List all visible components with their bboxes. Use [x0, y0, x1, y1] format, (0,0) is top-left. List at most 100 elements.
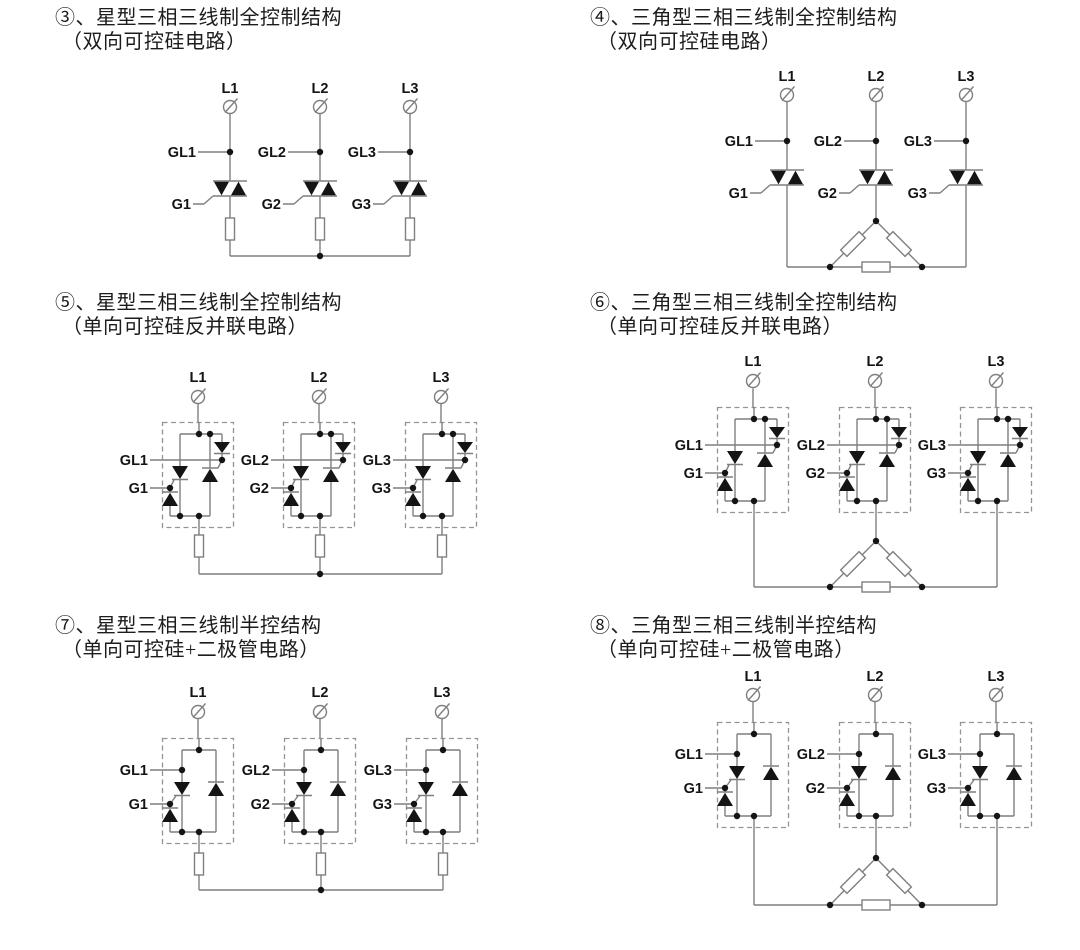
gate-ref-label: GL1 — [675, 747, 703, 763]
line-label: L2 — [868, 69, 885, 85]
panel5-title: ⑤、星型三相三线制全控制结构 — [55, 292, 342, 314]
line-terminal-icon — [433, 387, 450, 405]
gate-ref-label: GL2 — [258, 145, 286, 161]
line-label: L1 — [745, 669, 762, 685]
line-label: L3 — [988, 354, 1005, 370]
line-label: L1 — [190, 685, 207, 701]
load-resistor — [314, 534, 326, 558]
load-resistor — [839, 550, 867, 578]
line-label: L2 — [312, 685, 329, 701]
load-resistor — [861, 899, 891, 911]
scr-antiparallel-module — [960, 407, 1032, 513]
gate-ref-label: GL3 — [364, 763, 392, 779]
line-label: L3 — [433, 370, 450, 386]
circuit-8-delta-scr-diode: L1 L2 L3 GL1 GL2 GL3 G1 G2 G3 — [675, 669, 1032, 911]
gate-label: G1 — [129, 797, 148, 813]
gate-ref-label: GL3 — [363, 453, 391, 469]
line-label: L3 — [958, 69, 975, 85]
star-node — [316, 252, 324, 260]
gate-ref-label: GL2 — [797, 438, 825, 454]
line-terminal-icon — [988, 685, 1005, 703]
gate-ref-label: GL1 — [725, 134, 753, 150]
load-resistor — [315, 852, 327, 876]
line-terminal-icon — [311, 387, 328, 405]
line-label: L1 — [190, 370, 207, 386]
gate-ref-label: GL1 — [120, 453, 148, 469]
load-resistor — [224, 217, 236, 241]
gate-label: G3 — [927, 466, 946, 482]
line-terminal-icon — [958, 85, 975, 103]
scr-diode-module — [960, 722, 1032, 828]
scr-diode-module — [839, 722, 911, 828]
line-terminal-icon — [312, 97, 329, 115]
load-resistor — [885, 867, 913, 895]
circuit-6-delta-scr-antiparallel: L1 L2 L3 GL1 GL2 GL3 G1 G2 G3 — [675, 354, 1032, 593]
gate-ref-label: GL3 — [348, 145, 376, 161]
load-resistor — [839, 867, 867, 895]
gate-ref-label: GL2 — [814, 134, 842, 150]
gate-label: G2 — [818, 186, 837, 202]
line-terminal-icon — [867, 685, 884, 703]
load-resistor — [193, 534, 205, 558]
gate-label: G2 — [250, 481, 269, 497]
triac-icon — [203, 180, 248, 205]
gate-label: G1 — [172, 197, 191, 213]
star-node — [316, 570, 324, 578]
line-terminal-icon — [222, 97, 239, 115]
load-resistor — [885, 230, 913, 258]
scr-antiparallel-module — [283, 422, 355, 528]
scr-diode-module — [284, 738, 356, 844]
gate-ref-label: GL2 — [797, 747, 825, 763]
scr-antiparallel-module — [839, 407, 911, 513]
line-terminal-icon — [988, 371, 1005, 389]
load-resistor — [314, 217, 326, 241]
load-resistor — [193, 852, 205, 876]
gate-ref-label: GL3 — [918, 747, 946, 763]
load-resistor — [861, 581, 891, 593]
gate-label: G3 — [927, 781, 946, 797]
gate-ref-label: GL1 — [168, 145, 196, 161]
panel8-subtitle: （单向可控硅+二极管电路） — [597, 639, 855, 661]
load-resistor — [861, 261, 891, 273]
gate-ref-label: GL2 — [242, 763, 270, 779]
load-resistor — [404, 217, 416, 241]
line-terminal-icon — [312, 702, 329, 720]
line-terminal-icon — [434, 702, 451, 720]
triac-icon — [383, 180, 428, 205]
gate-label: G1 — [684, 466, 703, 482]
line-label: L1 — [745, 354, 762, 370]
gate-label: G3 — [372, 481, 391, 497]
load-resistor — [436, 534, 448, 558]
panel7-title: ⑦、星型三相三线制半控结构 — [55, 615, 322, 637]
gate-ref-label: GL2 — [241, 453, 269, 469]
line-terminal-icon — [868, 85, 885, 103]
scr-diode-module — [717, 722, 789, 828]
line-terminal-icon — [745, 371, 762, 389]
line-terminal-icon — [402, 97, 419, 115]
line-label: L3 — [988, 669, 1005, 685]
panel6-title: ⑥、三角型三相三线制全控制结构 — [590, 292, 898, 314]
panel3-subtitle: （双向可控硅电路） — [62, 31, 247, 53]
gate-label: G2 — [806, 466, 825, 482]
line-label: L2 — [867, 354, 884, 370]
circuit-4-delta-triac: L1 L2 L3 GL1 GL2 GL3 G1 G2 G3 — [725, 69, 984, 273]
panel8-title: ⑧、三角型三相三线制半控结构 — [590, 615, 877, 637]
delta-node — [826, 583, 834, 591]
gate-label: G1 — [684, 781, 703, 797]
star-node — [317, 886, 325, 894]
line-label: L1 — [779, 69, 796, 85]
line-terminal-icon — [745, 685, 762, 703]
gate-label: G1 — [129, 481, 148, 497]
wiring — [193, 113, 411, 257]
load-resistor — [885, 550, 913, 578]
line-label: L1 — [222, 81, 239, 97]
line-terminal-icon — [779, 85, 796, 103]
delta-node — [826, 263, 834, 271]
line-label: L2 — [312, 81, 329, 97]
line-label: L2 — [867, 669, 884, 685]
delta-node — [826, 901, 834, 909]
gate-ref-label: GL3 — [904, 134, 932, 150]
gate-label: G3 — [908, 186, 927, 202]
line-terminal-icon — [190, 702, 207, 720]
